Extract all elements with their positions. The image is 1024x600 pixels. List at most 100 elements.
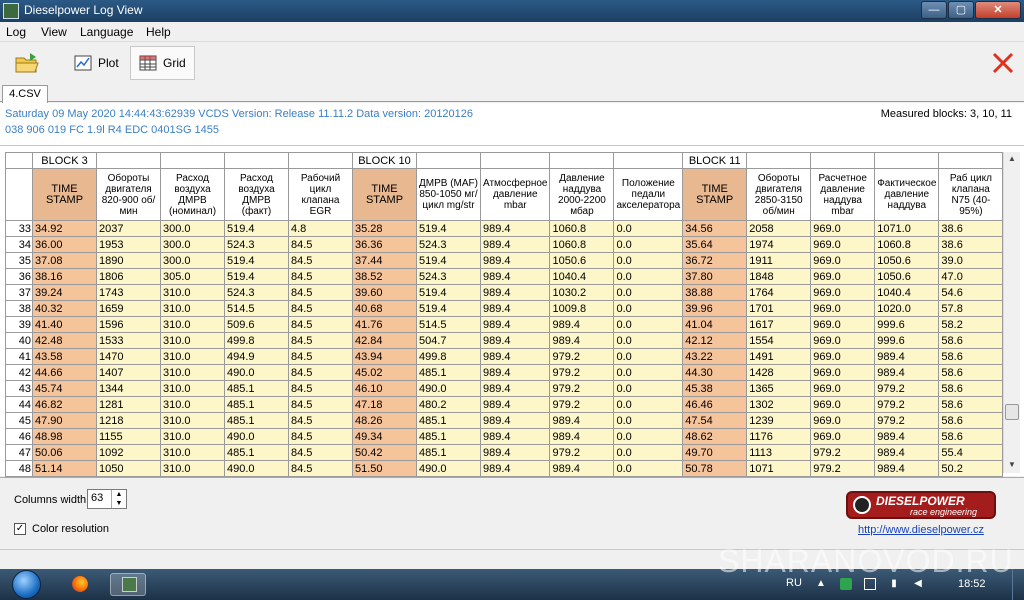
value-cell[interactable]: 47.0 xyxy=(938,268,1004,285)
value-cell[interactable]: 524.3 xyxy=(416,236,481,253)
value-cell[interactable]: 39.0 xyxy=(938,252,1004,269)
value-cell[interactable]: 979.2 xyxy=(549,444,615,461)
value-cell[interactable]: 979.2 xyxy=(874,396,940,413)
value-cell[interactable]: 519.4 xyxy=(224,252,289,269)
value-cell[interactable]: 524.3 xyxy=(416,268,481,285)
volume-icon[interactable]: ◀ xyxy=(914,578,922,589)
value-cell[interactable]: 0.0 xyxy=(613,444,684,461)
value-cell[interactable]: 0.0 xyxy=(613,332,684,349)
value-cell[interactable]: 1176 xyxy=(746,428,812,445)
menu-language[interactable]: Language xyxy=(80,25,134,39)
value-cell[interactable]: 0.0 xyxy=(613,220,684,237)
value-cell[interactable]: 969.0 xyxy=(810,316,876,333)
timestamp-cell[interactable]: 44.30 xyxy=(682,364,748,381)
value-cell[interactable]: 1470 xyxy=(96,348,161,365)
timestamp-cell[interactable]: 37.08 xyxy=(32,252,97,269)
timestamp-cell[interactable]: 49.70 xyxy=(682,444,748,461)
value-cell[interactable]: 989.4 xyxy=(479,364,551,381)
value-cell[interactable]: 1218 xyxy=(96,412,161,429)
value-cell[interactable]: 84.5 xyxy=(288,284,353,301)
timestamp-cell[interactable]: 46.10 xyxy=(352,380,417,397)
value-cell[interactable]: 969.0 xyxy=(810,284,876,301)
value-cell[interactable]: 969.0 xyxy=(810,428,876,445)
column-header[interactable]: Атмосферное давление mbar xyxy=(479,168,551,221)
column-header[interactable]: Расчетное давление наддува mbar xyxy=(810,168,876,221)
value-cell[interactable]: 1040.4 xyxy=(549,268,615,285)
value-cell[interactable]: 55.4 xyxy=(938,444,1004,461)
timestamp-cell[interactable]: 36.36 xyxy=(352,236,417,253)
value-cell[interactable]: 490.0 xyxy=(416,460,481,477)
tray-expand-icon[interactable]: ▲ xyxy=(816,578,826,589)
value-cell[interactable]: 310.0 xyxy=(160,428,225,445)
column-header[interactable]: TIME STAMP xyxy=(682,168,748,221)
value-cell[interactable]: 84.5 xyxy=(288,396,353,413)
value-cell[interactable]: 989.4 xyxy=(549,332,615,349)
timestamp-cell[interactable]: 45.74 xyxy=(32,380,97,397)
value-cell[interactable]: 1071 xyxy=(746,460,812,477)
value-cell[interactable]: 1239 xyxy=(746,412,812,429)
timestamp-cell[interactable]: 35.64 xyxy=(682,236,748,253)
value-cell[interactable]: 979.2 xyxy=(549,348,615,365)
value-cell[interactable]: 485.1 xyxy=(416,444,481,461)
value-cell[interactable]: 999.6 xyxy=(874,332,940,349)
value-cell[interactable]: 979.2 xyxy=(874,380,940,397)
value-cell[interactable]: 1050 xyxy=(96,460,161,477)
value-cell[interactable]: 310.0 xyxy=(160,460,225,477)
timestamp-cell[interactable]: 47.18 xyxy=(352,396,417,413)
value-cell[interactable]: 480.2 xyxy=(416,396,481,413)
value-cell[interactable]: 490.0 xyxy=(224,460,289,477)
value-cell[interactable]: 0.0 xyxy=(613,268,684,285)
columns-width-input[interactable]: 63 xyxy=(87,489,127,509)
language-indicator[interactable]: RU xyxy=(786,577,802,589)
value-cell[interactable]: 519.4 xyxy=(416,284,481,301)
value-cell[interactable]: 1596 xyxy=(96,316,161,333)
timestamp-cell[interactable]: 46.82 xyxy=(32,396,97,413)
value-cell[interactable]: 4.8 xyxy=(288,220,353,237)
value-cell[interactable]: 1302 xyxy=(746,396,812,413)
value-cell[interactable]: 989.4 xyxy=(479,332,551,349)
column-header[interactable]: TIME STAMP xyxy=(352,168,417,221)
value-cell[interactable]: 499.8 xyxy=(224,332,289,349)
value-cell[interactable]: 84.5 xyxy=(288,444,353,461)
value-cell[interactable]: 519.4 xyxy=(224,220,289,237)
value-cell[interactable]: 989.4 xyxy=(549,316,615,333)
value-cell[interactable]: 485.1 xyxy=(224,444,289,461)
value-cell[interactable]: 514.5 xyxy=(416,316,481,333)
value-cell[interactable]: 1009.8 xyxy=(549,300,615,317)
value-cell[interactable]: 1953 xyxy=(96,236,161,253)
timestamp-cell[interactable]: 41.76 xyxy=(352,316,417,333)
value-cell[interactable]: 84.5 xyxy=(288,364,353,381)
timestamp-cell[interactable]: 47.90 xyxy=(32,412,97,429)
value-cell[interactable]: 1060.8 xyxy=(874,236,940,253)
value-cell[interactable]: 84.5 xyxy=(288,268,353,285)
value-cell[interactable]: 989.4 xyxy=(479,380,551,397)
timestamp-cell[interactable]: 47.54 xyxy=(682,412,748,429)
value-cell[interactable]: 1659 xyxy=(96,300,161,317)
timestamp-cell[interactable]: 42.12 xyxy=(682,332,748,349)
menu-log[interactable]: Log xyxy=(6,25,27,39)
value-cell[interactable]: 58.6 xyxy=(938,412,1004,429)
value-cell[interactable]: 1554 xyxy=(746,332,812,349)
value-cell[interactable]: 0.0 xyxy=(613,236,684,253)
column-header[interactable]: ДМРВ (MAF) 850-1050 мг/цикл mg/str xyxy=(416,168,481,221)
timestamp-cell[interactable]: 36.72 xyxy=(682,252,748,269)
value-cell[interactable]: 519.4 xyxy=(416,220,481,237)
column-header[interactable]: Фактическое давление наддува xyxy=(874,168,940,221)
taskbar-dieselpower[interactable] xyxy=(110,573,146,596)
value-cell[interactable]: 0.0 xyxy=(613,412,684,429)
value-cell[interactable]: 54.6 xyxy=(938,284,1004,301)
value-cell[interactable]: 1020.0 xyxy=(874,300,940,317)
timestamp-cell[interactable]: 48.26 xyxy=(352,412,417,429)
value-cell[interactable]: 969.0 xyxy=(810,332,876,349)
value-cell[interactable]: 38.6 xyxy=(938,236,1004,253)
value-cell[interactable]: 989.4 xyxy=(549,428,615,445)
battery-icon[interactable] xyxy=(864,578,876,590)
value-cell[interactable]: 0.0 xyxy=(613,364,684,381)
column-header[interactable]: Положение педали акселератора xyxy=(613,168,684,221)
value-cell[interactable]: 524.3 xyxy=(224,236,289,253)
timestamp-cell[interactable]: 43.58 xyxy=(32,348,97,365)
value-cell[interactable]: 58.6 xyxy=(938,380,1004,397)
value-cell[interactable]: 989.4 xyxy=(874,460,940,477)
value-cell[interactable]: 969.0 xyxy=(810,364,876,381)
value-cell[interactable]: 989.4 xyxy=(479,236,551,253)
